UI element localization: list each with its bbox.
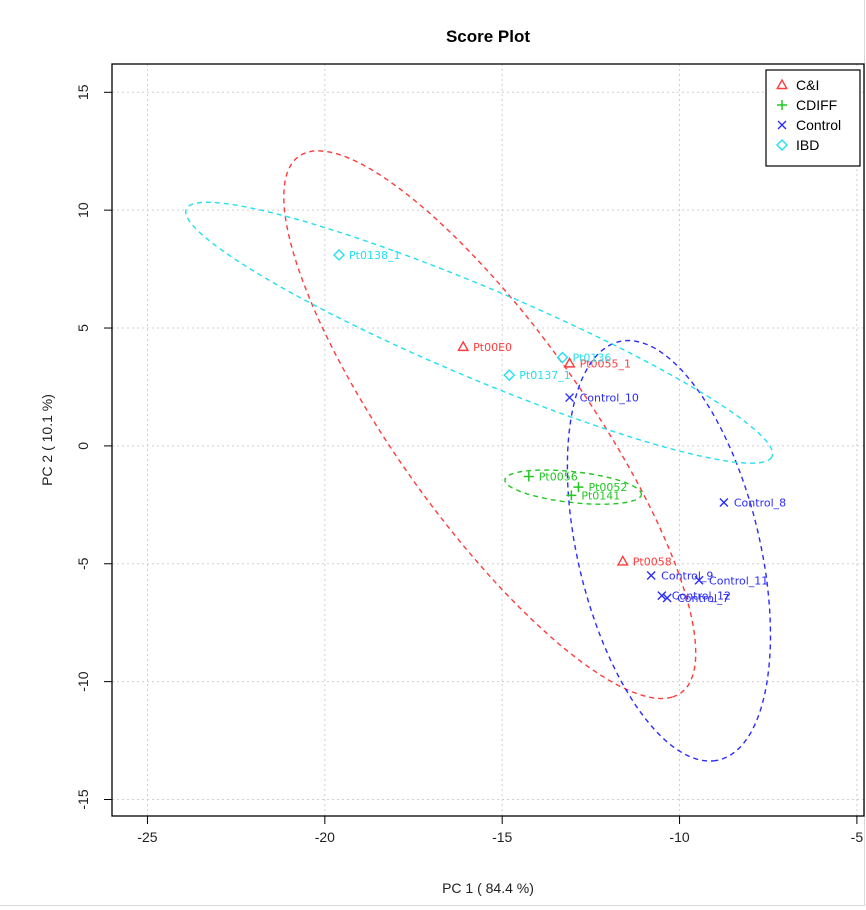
data-points [333, 248, 729, 603]
point-label: Control_12 [672, 590, 731, 603]
x-axis-title: PC 1 ( 84.4 %) [442, 880, 534, 896]
ellipse-c-i [283, 150, 697, 700]
y-tick-label: 15 [75, 84, 91, 100]
y-tick-label: 0 [75, 442, 91, 450]
legend-label: C&I [796, 77, 819, 93]
grid [112, 64, 864, 816]
point-label: Pt0141 [581, 489, 620, 502]
point-diamond [503, 369, 516, 382]
ellipse-cdiff [504, 469, 643, 505]
point-label: Control_8 [734, 496, 786, 509]
point-cross [694, 575, 704, 585]
axes: -25 -20 -15 -10 -5 15 10 5 0 -5 -10 -15 [75, 84, 863, 845]
point-triangle [563, 356, 576, 368]
y-tick-label: 5 [75, 324, 91, 332]
point-triangle [616, 554, 629, 566]
point-label: Pt0058 [633, 555, 672, 568]
point-label: Pt0055_1 [580, 357, 631, 370]
legend-marker-plus [777, 100, 787, 110]
point-label: Pt0137_1 [519, 369, 570, 382]
point-plus [566, 490, 577, 501]
point-triangle [457, 340, 470, 352]
point-label: Pt00E0 [473, 341, 512, 354]
point-diamond [556, 351, 569, 364]
point-cross [662, 593, 672, 603]
point-label: Control_7 [677, 592, 729, 605]
plot-area-border [111, 63, 865, 817]
legend: C&I CDIFF Control IBD [765, 69, 861, 167]
y-axis-title: PC 2 ( 10.1 %) [39, 394, 55, 486]
legend-label: CDIFF [796, 97, 837, 113]
y-tick-label: -5 [75, 557, 91, 570]
point-label: Control_11 [709, 574, 768, 587]
point-plus [523, 471, 534, 482]
legend-marker-cross [777, 120, 787, 130]
y-tick-label: 10 [75, 202, 91, 218]
point-diamond [333, 248, 346, 261]
point-label: Pt0056 [539, 471, 578, 484]
point-plus [573, 482, 584, 493]
legend-marker-triangle [776, 78, 788, 90]
point-label: Control_9 [661, 570, 713, 583]
ellipse-control [566, 339, 772, 762]
point-cross [646, 571, 656, 581]
y-tick-label: -10 [75, 671, 91, 691]
x-tick-label: -10 [669, 829, 689, 845]
point-label: Control_10 [580, 392, 639, 405]
legend-label: IBD [796, 137, 819, 153]
point-cross [565, 393, 575, 403]
point-label: Pt0052 [588, 481, 627, 494]
x-tick-label: -15 [492, 829, 512, 845]
legend-marker-diamond [776, 139, 788, 151]
point-label: Pt0138_1 [349, 249, 400, 262]
x-tick-label: -5 [851, 829, 864, 845]
point-label: Pt0136 [572, 351, 611, 364]
ellipse-ibd [184, 201, 774, 464]
chart-title: Score Plot [446, 27, 530, 46]
point-cross [657, 591, 667, 601]
y-tick-label: -15 [75, 789, 91, 809]
x-tick-label: -20 [315, 829, 335, 845]
legend-label: Control [796, 117, 841, 133]
confidence-ellipses [184, 150, 774, 762]
x-tick-label: -25 [137, 829, 157, 845]
point-cross [719, 497, 729, 507]
